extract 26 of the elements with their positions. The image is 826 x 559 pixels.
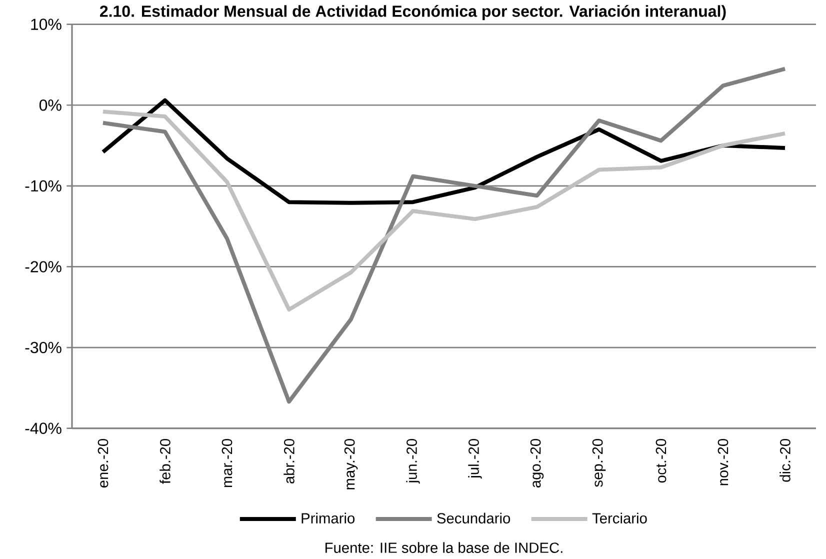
line-series — [101, 110, 787, 312]
x-tick-label: oct.-20 — [656, 438, 666, 483]
x-tick-label: sep.-20 — [592, 438, 606, 487]
legend-label: Terciario — [592, 512, 647, 524]
chart-title: 2.10. Estimador Mensual de Actividad Económica por sector. Variación interanual) — [100, 5, 726, 20]
source-note: Fuente: IIE sobre la base de INDEC. — [326, 542, 562, 553]
x-tick-label: jun.-20 — [406, 438, 420, 484]
legend-label: Primario — [302, 512, 355, 524]
x-tick-label: ago.-20 — [530, 438, 544, 488]
x-tick-label: nov.-20 — [718, 438, 728, 486]
x-tick-label: abr.-20 — [284, 438, 294, 484]
line-series — [101, 66, 787, 404]
line-series — [101, 98, 787, 205]
x-tick-label: mar.-20 — [222, 438, 232, 488]
x-tick-label: dic.-20 — [780, 438, 790, 482]
y-tick-label: -30% — [25, 342, 62, 354]
x-tick-label: feb.-20 — [160, 438, 170, 484]
y-tick-label: 10% — [31, 18, 62, 30]
y-tick-label: -20% — [25, 261, 62, 272]
x-tick-label: may.-20 — [344, 438, 358, 490]
y-tick-label: 0% — [39, 99, 62, 111]
x-tick-label: jul.-20 — [468, 438, 482, 479]
legend-label: Secundario — [437, 512, 510, 524]
y-tick-label: -40% — [25, 422, 62, 434]
x-tick-label: ene.-20 — [98, 438, 108, 488]
y-tick-label: -10% — [25, 180, 62, 192]
